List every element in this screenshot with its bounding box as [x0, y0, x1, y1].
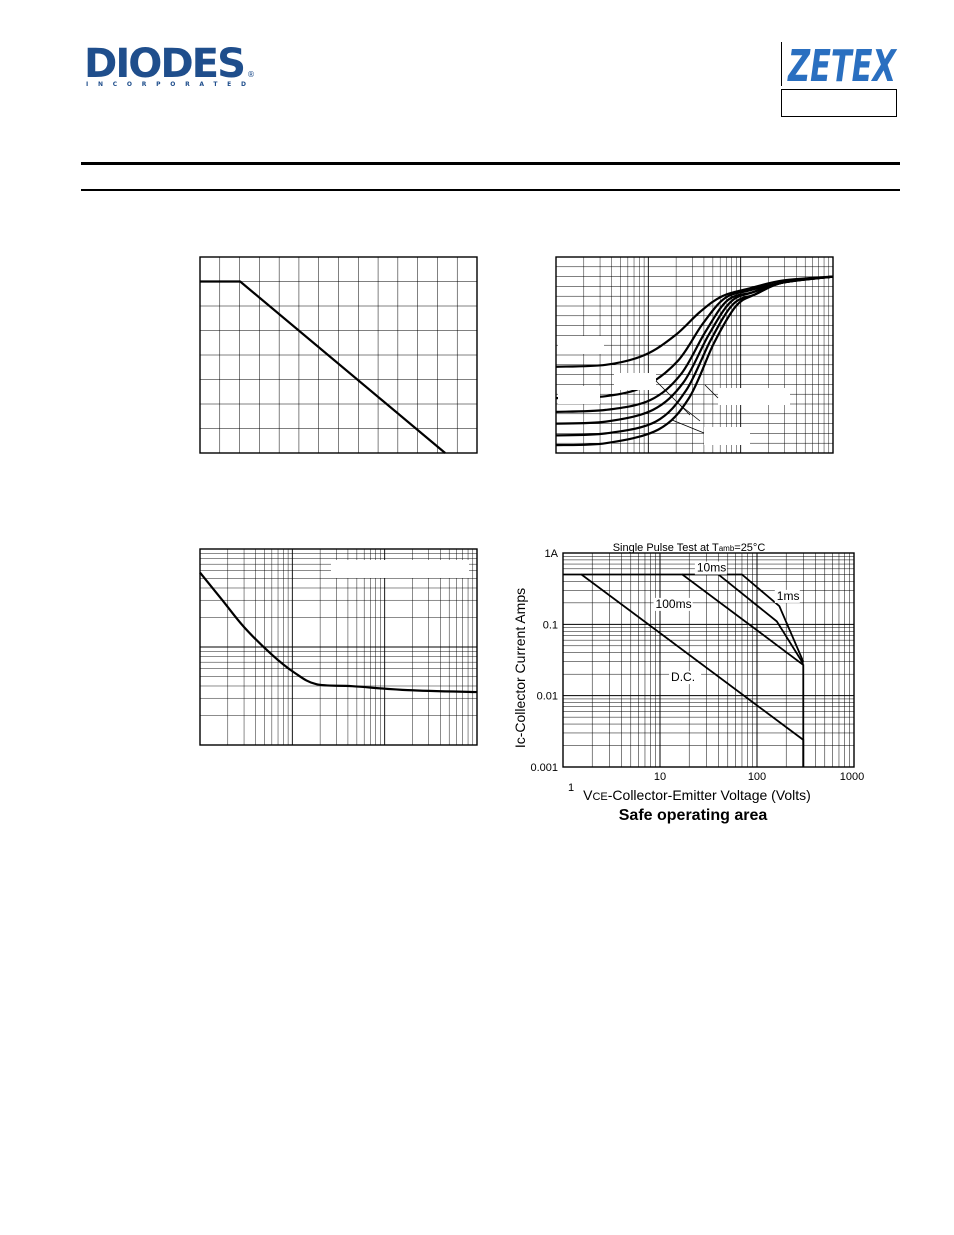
family-curves-chart	[555, 256, 834, 454]
soa-x-axis-label: VCE-Collector-Emitter Voltage (Volts)	[583, 787, 811, 803]
label-box	[614, 373, 656, 390]
series-line-1	[199, 571, 478, 694]
zetex-divider	[781, 42, 782, 86]
soa-y-tick-label: 1A	[545, 548, 559, 560]
soa-xlabel-sub: CE	[592, 791, 607, 803]
soa-chart-title: Single Pulse Test at Tamb=25°C	[613, 542, 766, 554]
soa-y-tick-label: 0.01	[537, 691, 558, 703]
label-box	[704, 427, 750, 445]
soa-annotation-bg	[774, 589, 800, 603]
label-leader	[704, 384, 719, 399]
soa-annotation-label: 100ms	[656, 597, 692, 611]
label-leader	[679, 404, 701, 422]
soa-series-1ms	[718, 573, 805, 662]
soa-x-tick-label: 1	[568, 782, 574, 794]
soa-annotation-label: D.C.	[671, 670, 695, 684]
zetex-logo-word: ZETEX	[787, 41, 898, 88]
zetex-logo: ZETEX	[787, 41, 898, 88]
soa-annotation-label: 10ms	[697, 561, 726, 575]
diodes-logo: DIODES ® INCORPORATED	[84, 41, 255, 88]
diodes-logo-word: DIODES	[84, 41, 244, 87]
soa-y-tick-label: 0.1	[543, 619, 558, 631]
soa-grid: 1 10 100 1000 1A 0.1 0.01 0.001	[530, 548, 864, 794]
label-leader	[671, 419, 705, 434]
soa-title-main: Single Pulse Test at T	[613, 542, 719, 554]
soa-series: 10ms 1ms 100ms D.C.	[563, 561, 805, 767]
header-rule-top	[81, 162, 900, 165]
soa-x-tick-label: 10	[654, 771, 666, 783]
soa-series-100ms	[581, 573, 805, 767]
soa-annotation-bg	[694, 561, 727, 575]
soa-y-tick-label: 0.001	[530, 762, 558, 774]
soa-title-tail: =25°C	[734, 542, 765, 554]
label-box	[558, 336, 604, 354]
soa-x-tick-label: 100	[748, 771, 766, 783]
soa-caption: Safe operating area	[619, 807, 768, 824]
soa-frame	[562, 552, 855, 768]
safe-operating-area-chart: 1 10 100 1000 1A 0.1 0.01 0.001 10ms 1ms 100ms D.C…	[512, 542, 864, 824]
series-line-6	[555, 275, 834, 447]
series-line-1	[200, 280, 446, 454]
soa-y-axis-label: Ic-Collector Current Amps	[512, 588, 528, 748]
log-decay-chart	[199, 548, 478, 746]
label-leader	[655, 380, 691, 416]
series-line-1	[555, 275, 834, 368]
part-number-box	[781, 89, 897, 117]
soa-annotation-label: 1ms	[777, 589, 800, 603]
label-box	[331, 560, 469, 578]
label-box	[558, 386, 600, 404]
label-box	[718, 388, 790, 405]
soa-xlabel-prefix: V	[583, 787, 593, 803]
soa-x-tick-label: 1000	[840, 771, 864, 783]
soa-xlabel-rest: -Collector-Emitter Voltage (Volts)	[608, 787, 811, 803]
soa-title-sub: amb	[719, 544, 735, 553]
soa-annotation-bg	[669, 671, 702, 685]
derating-chart	[199, 256, 478, 454]
header-rule-bottom	[81, 189, 900, 191]
soa-annotation-bg	[653, 597, 693, 611]
registered-mark: ®	[247, 70, 255, 79]
